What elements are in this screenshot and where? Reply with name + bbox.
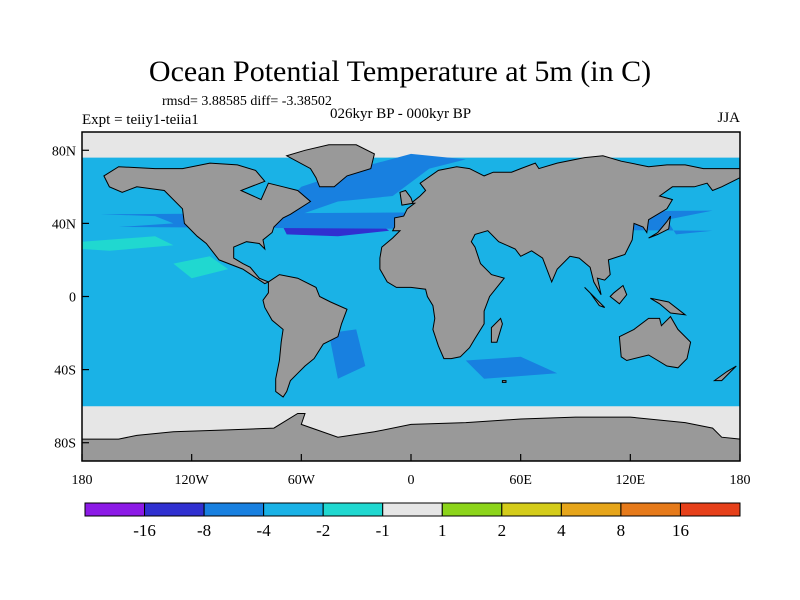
land-madagascar	[490, 317, 503, 343]
south-atlantic-cold	[328, 329, 366, 379]
y-tick-label: 40N	[52, 217, 76, 232]
y-tick-label: 80S	[54, 437, 76, 452]
colorbar-label: 8	[617, 521, 626, 540]
north-pacific-mild	[82, 236, 174, 251]
land-new-zealand	[712, 365, 737, 382]
land-borneo	[609, 284, 628, 305]
y-tick-label: 0	[69, 291, 76, 306]
colorbar-swatch	[620, 502, 681, 517]
colorbar-swatch	[560, 502, 622, 517]
x-tick-label: 180	[730, 473, 751, 488]
land-south-america	[262, 274, 348, 398]
colorbar-label: 2	[498, 521, 507, 540]
x-tick-label: 60W	[288, 473, 316, 488]
colorbar-label: -2	[316, 521, 330, 540]
period-label: 026kyr BP - 000kyr BP	[330, 106, 472, 122]
land-great-britain	[399, 189, 414, 206]
colorbar: -16 -8 -4 -2 -1 1 2 4 8 16	[84, 502, 741, 540]
land-new-guinea	[650, 297, 687, 316]
x-tick-label: 180	[72, 473, 93, 488]
indian-ocean-cold	[465, 356, 558, 379]
colorbar-swatch	[144, 502, 205, 517]
stats-label: rmsd= 3.88585 diff= -3.38502	[162, 94, 332, 109]
colorbar-swatch	[84, 502, 146, 517]
y-tick-label: 80N	[52, 144, 76, 159]
colorbar-swatch	[679, 502, 741, 517]
colorbar-label: 4	[557, 521, 566, 540]
land-sumatra	[584, 287, 606, 308]
y-tick-label: 40S	[54, 364, 76, 379]
colorbar-label: -8	[197, 521, 211, 540]
x-tick-label: 120E	[616, 473, 646, 488]
map-plot	[81, 131, 741, 462]
map-title: Ocean Potential Temperature at 5m (in C)	[148, 55, 652, 88]
east-pacific-mild	[173, 256, 229, 279]
colorbar-label: 16	[672, 521, 689, 540]
colorbar-swatch	[501, 502, 562, 517]
land-antarctica	[81, 413, 741, 462]
land-japan	[648, 215, 671, 239]
land-greenland	[285, 144, 375, 188]
arctic-near-zero	[82, 132, 740, 158]
colorbar-swatch	[263, 502, 324, 517]
x-tick-label: 120W	[175, 473, 210, 488]
x-tick-label: 60E	[509, 473, 532, 488]
colorbar-swatch	[441, 502, 503, 517]
north-atlantic-cold	[268, 153, 466, 224]
colorbar-swatch	[203, 502, 265, 517]
land-eurasia-africa	[379, 155, 741, 360]
colorbar-swatch	[322, 502, 384, 517]
colorbar-label: -16	[133, 521, 156, 540]
colorbar-label: -4	[257, 521, 272, 540]
expt-label: Expt = teiiy1-teiia1	[82, 112, 199, 128]
map-axes: 180 120W 60W 0 60E 120E 180 80N 40N 0 40S 80S	[52, 144, 751, 488]
colorbar-label: 1	[438, 521, 447, 540]
x-tick-label: 0	[408, 473, 415, 488]
land-north-america	[103, 162, 312, 285]
land-arabia-indian-detail	[501, 380, 507, 383]
colorbar-label: -1	[376, 521, 390, 540]
colorbar-swatch	[382, 502, 443, 517]
season-label: JJA	[717, 110, 740, 126]
land-australia	[618, 315, 692, 369]
land-masses	[81, 144, 741, 462]
